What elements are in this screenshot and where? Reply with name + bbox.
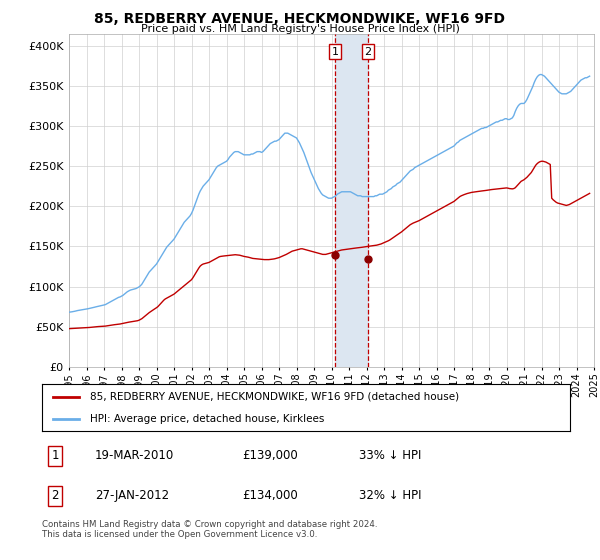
Text: 1: 1 <box>332 47 338 57</box>
Text: 1: 1 <box>52 449 59 462</box>
Text: 2: 2 <box>364 47 371 57</box>
Text: HPI: Average price, detached house, Kirklees: HPI: Average price, detached house, Kirk… <box>89 414 324 424</box>
Text: 2: 2 <box>52 489 59 502</box>
Bar <box>335 34 368 367</box>
Text: 33% ↓ HPI: 33% ↓ HPI <box>359 449 421 462</box>
Text: £139,000: £139,000 <box>242 449 298 462</box>
Text: 85, REDBERRY AVENUE, HECKMONDWIKE, WF16 9FD (detached house): 85, REDBERRY AVENUE, HECKMONDWIKE, WF16 … <box>89 392 458 402</box>
Text: Price paid vs. HM Land Registry's House Price Index (HPI): Price paid vs. HM Land Registry's House … <box>140 24 460 34</box>
Text: 27-JAN-2012: 27-JAN-2012 <box>95 489 169 502</box>
Text: 85, REDBERRY AVENUE, HECKMONDWIKE, WF16 9FD: 85, REDBERRY AVENUE, HECKMONDWIKE, WF16 … <box>95 12 505 26</box>
Text: Contains HM Land Registry data © Crown copyright and database right 2024.
This d: Contains HM Land Registry data © Crown c… <box>42 520 377 539</box>
Text: 19-MAR-2010: 19-MAR-2010 <box>95 449 174 462</box>
Text: 32% ↓ HPI: 32% ↓ HPI <box>359 489 421 502</box>
Text: £134,000: £134,000 <box>242 489 298 502</box>
